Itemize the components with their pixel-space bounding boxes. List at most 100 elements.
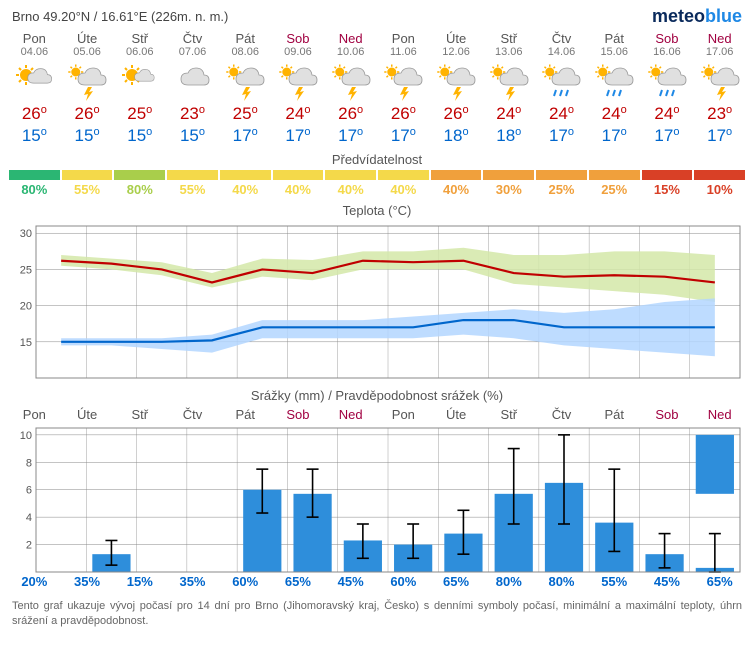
day-date: 07.06 bbox=[166, 46, 219, 58]
temperature-chart: 15202530 bbox=[8, 222, 746, 382]
temp-low: 17o bbox=[588, 126, 641, 146]
predictability-bar bbox=[220, 170, 271, 180]
temp-low: 17o bbox=[693, 126, 746, 146]
predictability-value: 10% bbox=[693, 182, 746, 197]
day-name: Čtv bbox=[535, 31, 588, 46]
svg-text:4: 4 bbox=[26, 512, 32, 524]
day-col: Stř06.0625o15o bbox=[113, 31, 166, 146]
forecast-grid: Pon04.0626o15oÚte05.0626o15oStř06.0625o1… bbox=[0, 31, 754, 146]
predictability-bar bbox=[114, 170, 165, 180]
predictability-value: 40% bbox=[324, 182, 377, 197]
precip-day-label: Čtv bbox=[535, 407, 588, 422]
precip-probability: 60% bbox=[377, 574, 430, 589]
day-date: 09.06 bbox=[272, 46, 325, 58]
svg-text:6: 6 bbox=[26, 485, 32, 497]
temp-low: 18o bbox=[430, 126, 483, 146]
precip-day-label: Čtv bbox=[166, 407, 219, 422]
weather-icon bbox=[61, 62, 114, 104]
temp-high: 25o bbox=[219, 104, 272, 124]
precip-day-label: Úte bbox=[61, 407, 114, 422]
predictability-value: 25% bbox=[588, 182, 641, 197]
temp-high: 24o bbox=[482, 104, 535, 124]
predictability-value: 55% bbox=[166, 182, 219, 197]
temp-high: 24o bbox=[535, 104, 588, 124]
day-col: Pát15.0624o17o bbox=[588, 31, 641, 146]
temp-high: 26o bbox=[430, 104, 483, 124]
location-text: Brno 49.20°N / 16.61°E (226m. n. m.) bbox=[12, 9, 228, 24]
predictability-cell: 40% bbox=[272, 170, 325, 197]
temp-low: 18o bbox=[482, 126, 535, 146]
predictability-value: 30% bbox=[482, 182, 535, 197]
temp-high: 24o bbox=[588, 104, 641, 124]
temp-low: 15o bbox=[8, 126, 61, 146]
day-name: Pon bbox=[8, 31, 61, 46]
predictability-cell: 40% bbox=[219, 170, 272, 197]
temp-high: 24o bbox=[641, 104, 694, 124]
day-col: Sob09.0624o17o bbox=[272, 31, 325, 146]
temp-low: 17o bbox=[641, 126, 694, 146]
precip-day-label: Pon bbox=[8, 407, 61, 422]
day-col: Úte12.0626o18o bbox=[430, 31, 483, 146]
svg-text:20: 20 bbox=[20, 301, 32, 313]
day-name: Čtv bbox=[166, 31, 219, 46]
precip-probability: 35% bbox=[166, 574, 219, 589]
temperature-chart-title: Teplota (°C) bbox=[0, 203, 754, 218]
predictability-value: 80% bbox=[8, 182, 61, 197]
day-date: 11.06 bbox=[377, 46, 430, 58]
predictability-cell: 55% bbox=[61, 170, 114, 197]
predictability-cell: 10% bbox=[693, 170, 746, 197]
svg-text:8: 8 bbox=[26, 457, 32, 469]
weather-icon bbox=[482, 62, 535, 104]
day-col: Ned17.0623o17o bbox=[693, 31, 746, 146]
day-col: Čtv07.0623o15o bbox=[166, 31, 219, 146]
temp-low: 15o bbox=[61, 126, 114, 146]
precip-day-label: Sob bbox=[272, 407, 325, 422]
predictability-value: 40% bbox=[272, 182, 325, 197]
day-date: 06.06 bbox=[113, 46, 166, 58]
temp-high: 23o bbox=[166, 104, 219, 124]
temp-low: 17o bbox=[324, 126, 377, 146]
day-col: Pon04.06 26o15o bbox=[8, 31, 61, 146]
day-date: 04.06 bbox=[8, 46, 61, 58]
day-name: Sob bbox=[272, 31, 325, 46]
predictability-value: 40% bbox=[377, 182, 430, 197]
precip-day-label: Úte bbox=[430, 407, 483, 422]
brand-logo: meteoblue bbox=[652, 6, 742, 27]
precip-probability: 60% bbox=[219, 574, 272, 589]
precip-probability: 15% bbox=[113, 574, 166, 589]
precip-day-label: Pát bbox=[588, 407, 641, 422]
day-date: 12.06 bbox=[430, 46, 483, 58]
weather-icon bbox=[166, 62, 219, 104]
svg-text:30: 30 bbox=[20, 228, 32, 240]
predictability-bar bbox=[483, 170, 534, 180]
predictability-cell: 25% bbox=[535, 170, 588, 197]
day-date: 10.06 bbox=[324, 46, 377, 58]
predictability-cell: 40% bbox=[377, 170, 430, 197]
weather-icon bbox=[272, 62, 325, 104]
temp-high: 25o bbox=[113, 104, 166, 124]
precip-probability: 65% bbox=[430, 574, 483, 589]
predictability-cell: 15% bbox=[641, 170, 694, 197]
day-date: 15.06 bbox=[588, 46, 641, 58]
svg-text:15: 15 bbox=[20, 337, 32, 349]
precip-day-label: Ned bbox=[324, 407, 377, 422]
predictability-cell: 55% bbox=[166, 170, 219, 197]
predictability-bar bbox=[62, 170, 113, 180]
predictability-bar bbox=[273, 170, 324, 180]
day-col: Pát08.0625o17o bbox=[219, 31, 272, 146]
precip-probability: 35% bbox=[61, 574, 114, 589]
predictability-bar bbox=[378, 170, 429, 180]
day-col: Sob16.0624o17o bbox=[641, 31, 694, 146]
predictability-bar bbox=[431, 170, 482, 180]
weather-icon bbox=[588, 62, 641, 104]
precip-prob-row: 20%35%15%35%60%65%45%60%65%80%80%55%45%6… bbox=[0, 574, 754, 589]
precip-chart: 246810 bbox=[8, 426, 746, 574]
day-col: Čtv14.0624o17o bbox=[535, 31, 588, 146]
temp-low: 17o bbox=[535, 126, 588, 146]
day-name: Pát bbox=[219, 31, 272, 46]
day-col: Pon11.0626o17o bbox=[377, 31, 430, 146]
temp-high: 26o bbox=[8, 104, 61, 124]
precip-day-row: PonÚteStřČtvPátSobNedPonÚteStřČtvPátSobN… bbox=[0, 407, 754, 422]
day-date: 17.06 bbox=[693, 46, 746, 58]
day-name: Sob bbox=[641, 31, 694, 46]
